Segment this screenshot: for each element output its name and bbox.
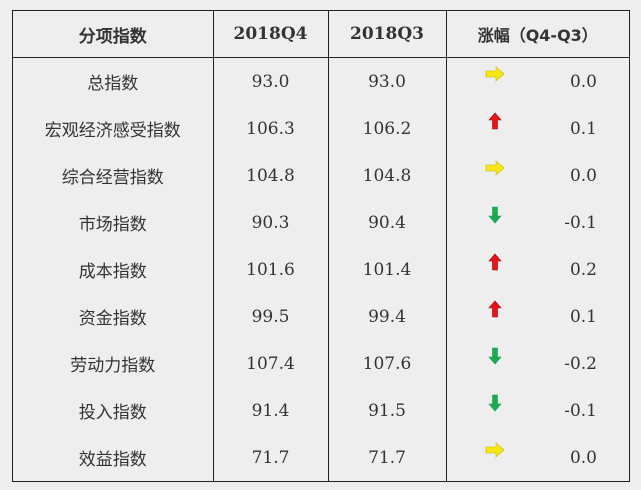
- row-name: 投入指数: [78, 403, 147, 423]
- row-q3-value: 104.8: [327, 152, 446, 199]
- row-change-value: 0.0: [569, 447, 597, 468]
- row-q4-value: 71.7: [212, 434, 328, 481]
- row-q3-value: 71.7: [327, 434, 446, 481]
- table-row: 总指数 93.0 93.0 0.0: [13, 57, 629, 105]
- flat-right-arrow-icon: [485, 158, 505, 178]
- header-name: 分项指数: [13, 11, 213, 58]
- row-name: 效益指数: [78, 450, 147, 470]
- row-name: 劳动力指数: [70, 356, 156, 376]
- row-q3-value: 106.2: [327, 105, 446, 152]
- row-name: 市场指数: [78, 215, 147, 235]
- flat-right-arrow-icon: [485, 440, 505, 460]
- table-row: 综合经营指数 104.8 104.8 0.0: [13, 152, 629, 199]
- row-change-cell: -0.1: [445, 199, 629, 246]
- table-row: 成本指数 101.6 101.4 0.2: [13, 246, 629, 293]
- row-change-cell: 0.1: [445, 293, 629, 340]
- down-arrow-icon: [485, 205, 505, 225]
- row-q3-value: 99.4: [327, 293, 446, 340]
- up-arrow-icon: [485, 252, 505, 272]
- table-row: 劳动力指数 107.4 107.6 -0.2: [13, 340, 629, 387]
- row-q4-value: 106.3: [212, 105, 328, 152]
- table-row: 投入指数 91.4 91.5 -0.1: [13, 387, 629, 434]
- row-change-cell: 0.1: [445, 105, 629, 152]
- table-row: 宏观经济感受指数 106.3 106.2 0.1: [13, 105, 629, 152]
- up-arrow-icon: [485, 299, 505, 319]
- row-change-value: -0.2: [564, 353, 597, 374]
- row-name: 资金指数: [78, 309, 147, 329]
- row-q3-value: 107.6: [327, 340, 446, 387]
- row-name: 宏观经济感受指数: [44, 121, 181, 141]
- row-change-value: -0.1: [564, 400, 597, 421]
- header-row: 分项指数 2018Q4 2018Q3 涨幅（Q4-Q3）: [13, 11, 629, 58]
- row-change-cell: 0.0: [445, 434, 629, 481]
- row-change-cell: -0.1: [445, 387, 629, 434]
- row-q4-value: 99.5: [212, 293, 328, 340]
- row-name: 综合经营指数: [61, 168, 164, 188]
- table-row: 资金指数 99.5 99.4 0.1: [13, 293, 629, 340]
- row-q4-value: 104.8: [212, 152, 328, 199]
- row-change-value: 0.0: [569, 71, 597, 92]
- row-q3-value: 101.4: [327, 246, 446, 293]
- row-name: 成本指数: [78, 262, 147, 282]
- header-q3: 2018Q3: [327, 11, 446, 58]
- table-row: 市场指数 90.3 90.4 -0.1: [13, 199, 629, 246]
- row-change-cell: 0.0: [445, 152, 629, 199]
- row-name: 总指数: [87, 74, 139, 94]
- row-q3-value: 93.0: [327, 57, 446, 105]
- row-q3-value: 90.4: [327, 199, 446, 246]
- row-change-value: 0.2: [569, 259, 597, 280]
- row-change-cell: 0.2: [445, 246, 629, 293]
- up-arrow-icon: [485, 111, 505, 131]
- down-arrow-icon: [485, 393, 505, 413]
- row-q4-value: 101.6: [212, 246, 328, 293]
- row-change-value: -0.1: [564, 212, 597, 233]
- row-q4-value: 93.0: [212, 57, 328, 105]
- flat-right-arrow-icon: [485, 64, 505, 84]
- row-change-value: 0.1: [569, 118, 597, 139]
- header-change: 涨幅（Q4-Q3）: [445, 11, 629, 58]
- down-arrow-icon: [485, 346, 505, 366]
- index-table-frame: 分项指数 2018Q4 2018Q3 涨幅（Q4-Q3） 总指数 93.0 93.0…: [12, 10, 630, 482]
- header-q4: 2018Q4: [212, 11, 328, 58]
- row-q4-value: 90.3: [212, 199, 328, 246]
- row-change-value: 0.0: [569, 165, 597, 186]
- row-q4-value: 91.4: [212, 387, 328, 434]
- row-q3-value: 91.5: [327, 387, 446, 434]
- row-change-cell: 0.0: [445, 57, 629, 105]
- row-change-cell: -0.2: [445, 340, 629, 387]
- index-table: 分项指数 2018Q4 2018Q3 涨幅（Q4-Q3） 总指数 93.0 93.0…: [13, 11, 629, 481]
- table-row: 效益指数 71.7 71.7 0.0: [13, 434, 629, 481]
- row-q4-value: 107.4: [212, 340, 328, 387]
- row-change-value: 0.1: [569, 306, 597, 327]
